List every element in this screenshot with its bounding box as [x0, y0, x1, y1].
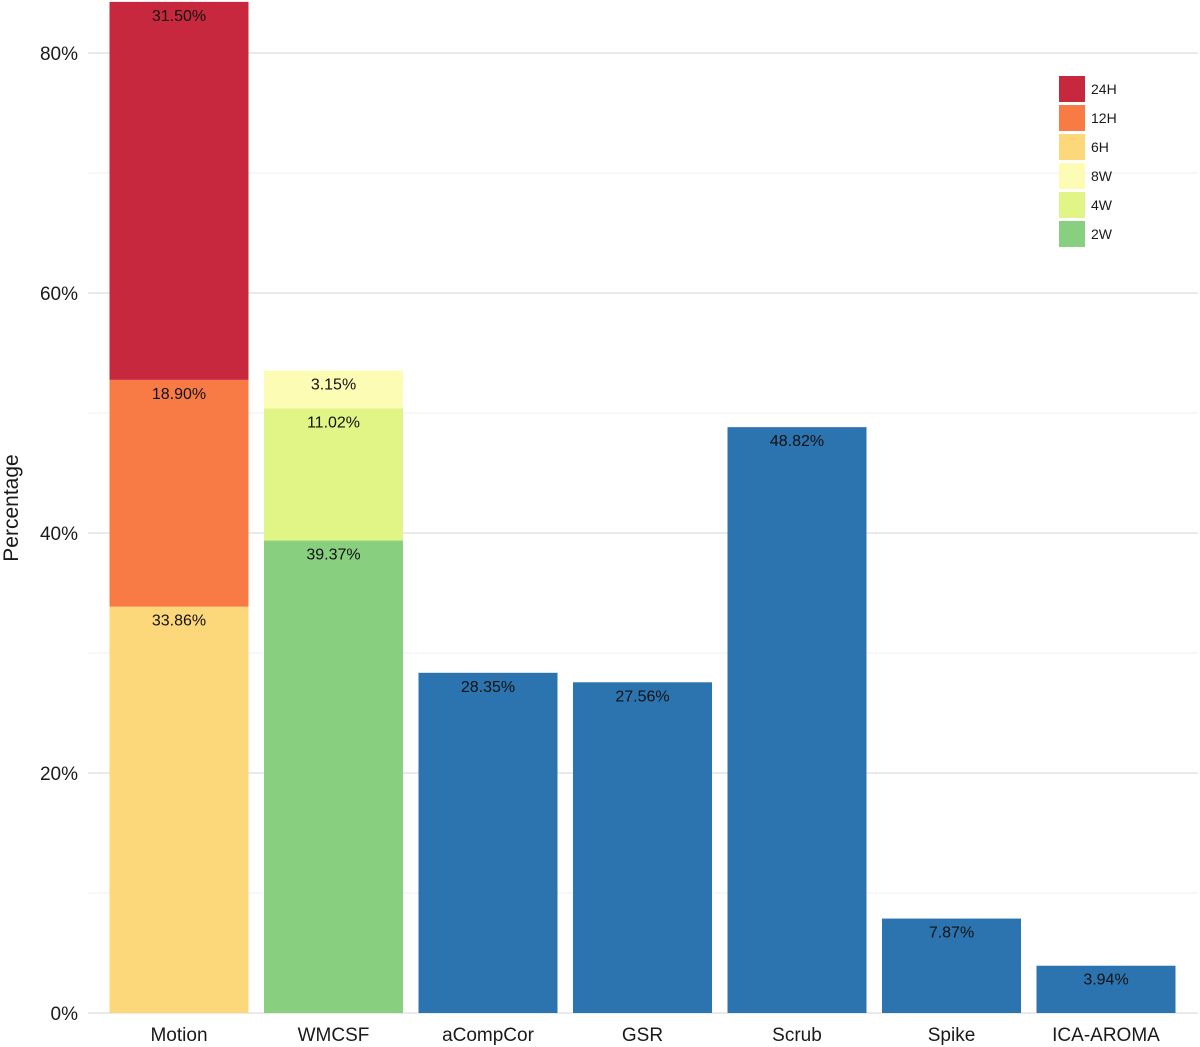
- data-label-motion-24h: 31.50%: [152, 8, 206, 25]
- legend-swatch-8w: [1059, 163, 1085, 189]
- y-axis-ticks: 0% 20% 40% 60% 80%: [40, 44, 78, 1025]
- y-tick-label-1: 20%: [40, 764, 78, 785]
- legend-label-4w: 4W: [1091, 197, 1113, 213]
- bars: [109, 1, 1176, 1013]
- y-tick-label-3: 60%: [40, 284, 78, 305]
- legend-label-24h: 24H: [1091, 81, 1117, 97]
- legend-label-6h: 6H: [1091, 139, 1109, 155]
- bar-acompcor-value: [418, 672, 558, 1013]
- x-tick-label-gsr: GSR: [622, 1025, 663, 1046]
- bar-spike-value: [882, 918, 1021, 1013]
- bar-wmcsf-8w: [264, 370, 403, 409]
- bar-wmcsf-2w: [264, 540, 403, 1013]
- bar-ica-aroma-value: [1036, 965, 1176, 1013]
- data-label-acompcor-value: 28.35%: [461, 679, 515, 696]
- x-axis-categories: Motion WMCSF aCompCor GSR Scrub Spike ICA-AROM…: [150, 1025, 1160, 1046]
- data-label-motion-12h: 18.90%: [152, 386, 206, 403]
- bar-scrub-value: [727, 427, 867, 1013]
- data-label-wmcsf-4w: 11.02%: [307, 414, 360, 431]
- data-labels: 33.86% 18.90% 31.50% 39.37% 11.02% 3.15% 28.35…: [152, 8, 1129, 989]
- legend: 24H 12H 6H 8W 4W 2W: [1059, 76, 1117, 247]
- x-tick-label-ica-aroma: ICA-AROMA: [1052, 1025, 1160, 1046]
- legend-swatch-2w: [1059, 221, 1085, 247]
- y-axis-title: Percentage: [0, 454, 23, 561]
- legend-label-2w: 2W: [1091, 226, 1113, 242]
- data-label-ica-aroma-value: 3.94%: [1083, 972, 1128, 989]
- legend-swatch-24h: [1059, 76, 1085, 102]
- data-label-gsr-value: 27.56%: [615, 688, 669, 705]
- bar-wmcsf-4w: [264, 408, 403, 541]
- data-label-wmcsf-8w: 3.15%: [311, 377, 356, 394]
- x-tick-label-acompcor: aCompCor: [442, 1025, 535, 1046]
- x-tick-label-spike: Spike: [928, 1025, 976, 1046]
- x-tick-label-wmcsf: WMCSF: [298, 1025, 370, 1046]
- x-tick-label-scrub: Scrub: [772, 1025, 822, 1046]
- data-label-scrub-value: 48.82%: [770, 433, 824, 450]
- legend-swatch-6h: [1059, 134, 1085, 160]
- y-tick-label-2: 40%: [40, 524, 78, 545]
- data-label-wmcsf-2w: 39.37%: [306, 547, 360, 564]
- legend-label-8w: 8W: [1091, 168, 1113, 184]
- bar-motion-24h: [109, 1, 249, 380]
- legend-label-12h: 12H: [1091, 110, 1117, 126]
- bar-gsr-value: [573, 682, 712, 1013]
- legend-swatch-12h: [1059, 105, 1085, 131]
- y-tick-label-4: 80%: [40, 44, 78, 65]
- bar-motion-12h: [109, 379, 249, 607]
- legend-swatch-4w: [1059, 192, 1085, 218]
- x-tick-label-motion: Motion: [150, 1025, 207, 1046]
- data-label-spike-value: 7.87%: [929, 925, 974, 942]
- bar-motion-6h: [109, 606, 249, 1013]
- data-label-motion-6h: 33.86%: [152, 613, 206, 630]
- y-tick-label-0: 0%: [51, 1004, 79, 1025]
